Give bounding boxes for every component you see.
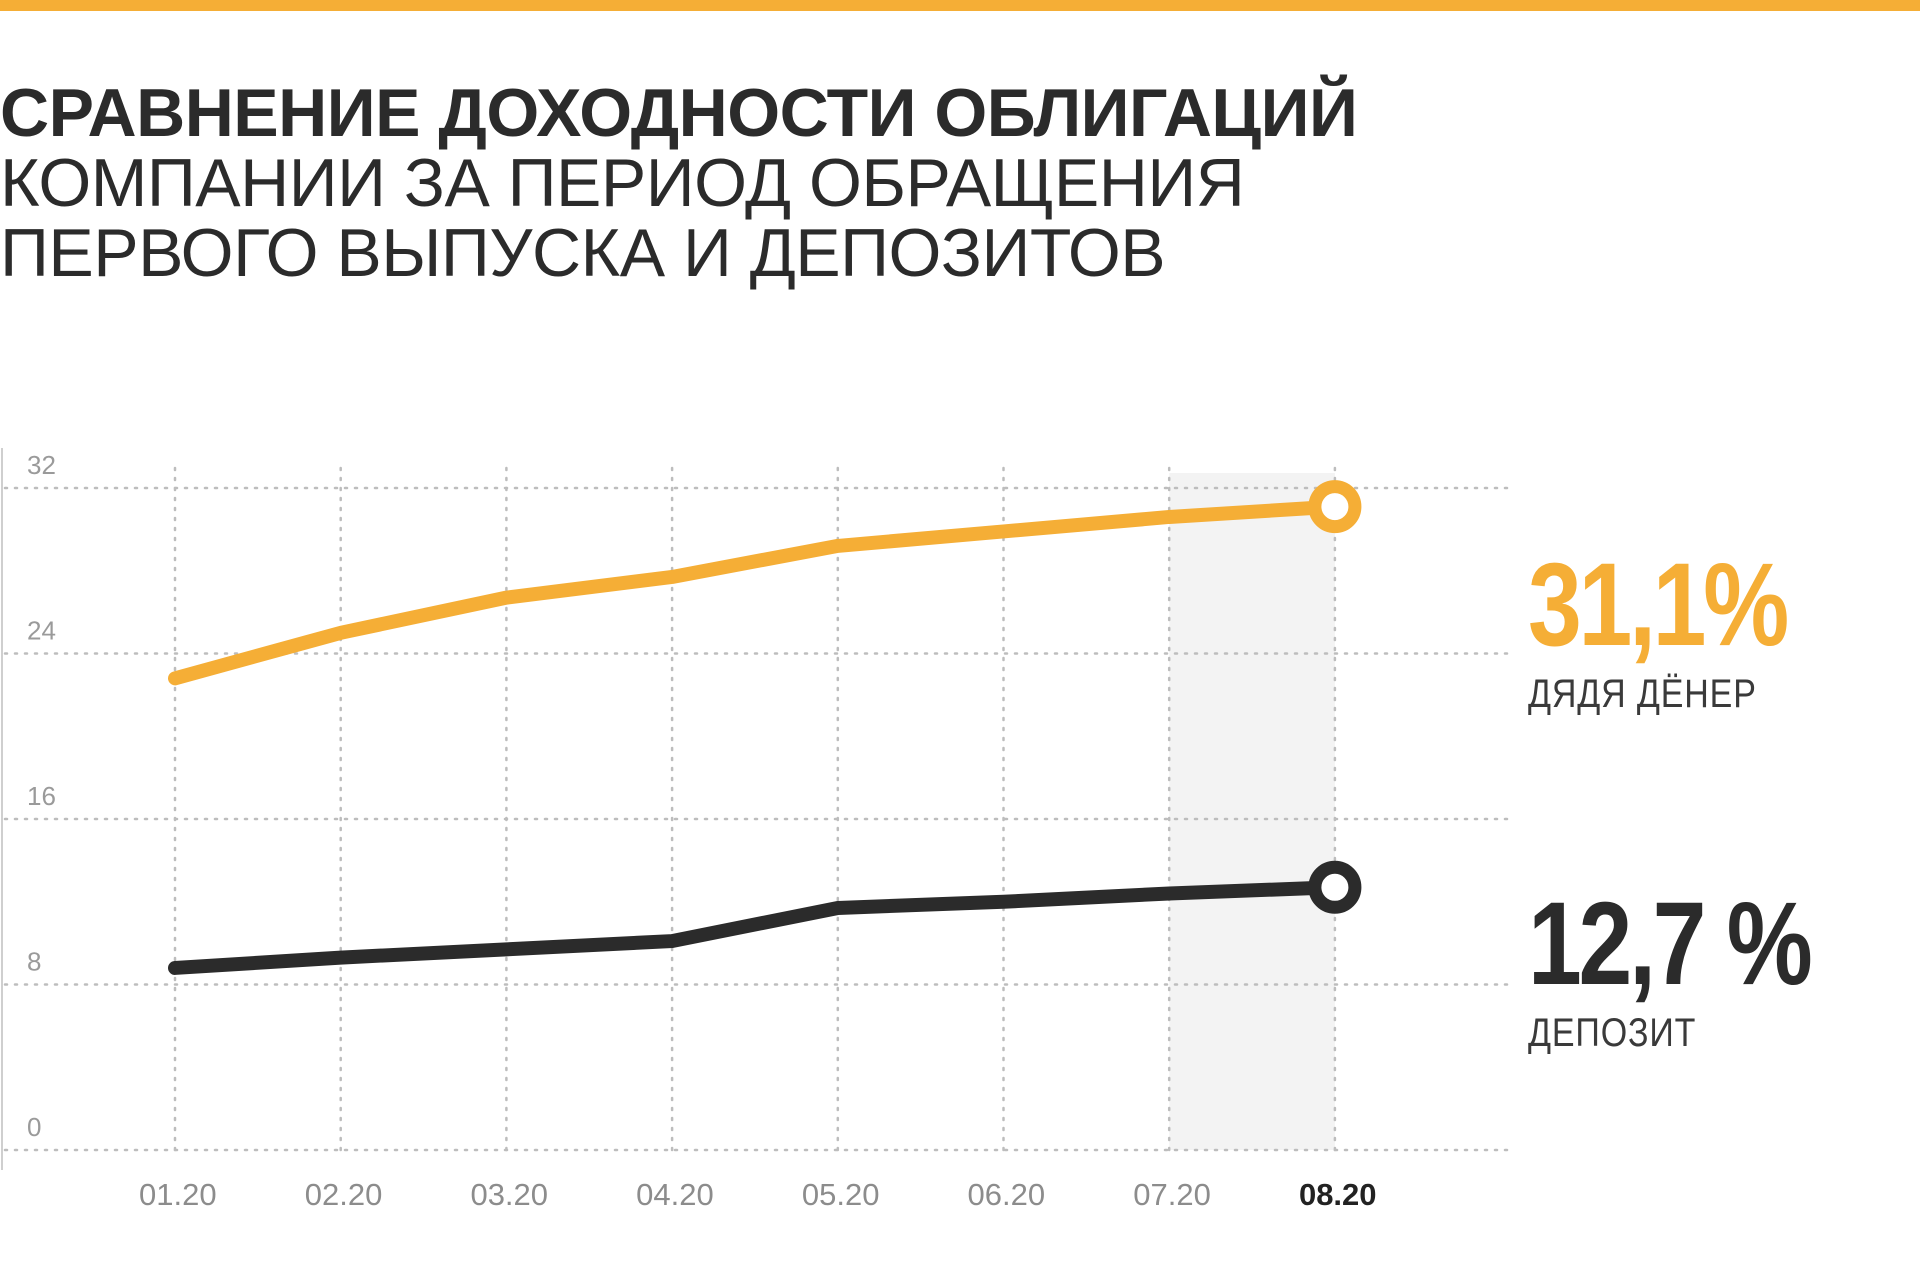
grid-layer [1,448,1512,1170]
series-line-0 [168,499,1342,686]
series-end-marker-0 [1308,480,1362,534]
top-accent-bar [0,0,1920,11]
y-tick-label-8: 8 [27,947,41,977]
bonds-callout: 31,1% ДЯДЯ ДЁНЕР [1528,546,1843,714]
y-tick-label-32: 32 [27,450,56,480]
x-tick-label-08.20: 08.20 [1299,1177,1377,1212]
deposit-label: ДЕПОЗИТ [1528,1011,1697,1055]
highlight-band-layer [1169,473,1335,1150]
x-tick-label-06.20: 06.20 [968,1177,1046,1212]
deposit-value: 12,7 % [1528,878,1813,1010]
highlight-band [1169,473,1335,1150]
title-line-3: ПЕРВОГО ВЫПУСКА И ДЕПОЗИТОВ [0,215,1166,291]
x-tick-label-07.20: 07.20 [1133,1177,1211,1212]
bonds-value: 31,1% [1528,539,1789,671]
x-tick-label-02.20: 02.20 [305,1177,383,1212]
y-tick-label-0: 0 [27,1112,41,1142]
x-tick-label-05.20: 05.20 [802,1177,880,1212]
bonds-label: ДЯДЯ ДЁНЕР [1528,672,1757,716]
y-tick-label-16: 16 [27,781,56,811]
deposit-callout: 12,7 % ДЕПОЗИТ [1528,885,1871,1053]
y-tick-label-24: 24 [27,616,56,646]
x-tick-label-04.20: 04.20 [636,1177,714,1212]
series-line-1 [168,880,1342,975]
x-axis-ticks: 01.20 02.20 03.20 04.20 05.20 06.20 07.20 08.20 [139,1177,1376,1212]
title-line-2: КОМПАНИИ ЗА ПЕРИОД ОБРАЩЕНИЯ [0,145,1245,221]
title-line-1: СРАВНЕНИЕ ДОХОДНОСТИ ОБЛИГАЦИЙ [0,75,1358,151]
x-tick-label-03.20: 03.20 [470,1177,548,1212]
x-tick-label-01.20: 01.20 [139,1177,217,1212]
chart-title: СРАВНЕНИЕ ДОХОДНОСТИ ОБЛИГАЦИЙ КОМПАНИИ … [0,75,1358,291]
series-layer [168,480,1362,975]
y-axis-ticks: 0 8 16 24 32 [27,450,56,1142]
series-end-marker-1 [1308,860,1362,914]
